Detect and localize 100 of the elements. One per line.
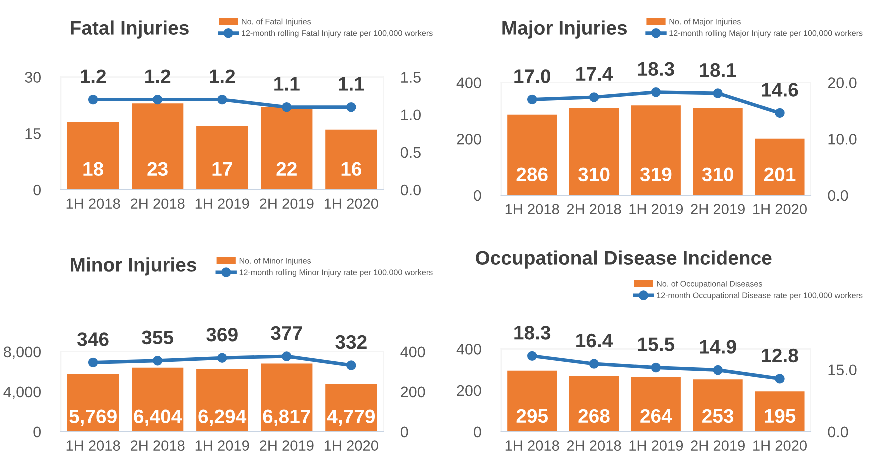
- y2-tick-label: 0.0: [400, 184, 421, 196]
- legend-label: No. of Major Injuries: [670, 18, 741, 26]
- data-label: 6,404: [134, 410, 182, 426]
- data-label: 1.1: [339, 77, 364, 91]
- legend-label: 12-month rolling Minor Injury rate per 100,000 workers: [240, 269, 433, 277]
- bar: [631, 106, 681, 196]
- x-tick-label: 2H 2019: [691, 440, 745, 451]
- y-tick-label: 0: [34, 184, 41, 196]
- bar: [67, 122, 120, 190]
- y2-tick-label: 1.0: [402, 110, 421, 121]
- y2-tick-label: 1.5: [402, 72, 421, 83]
- x-tick-label: 1H 2020: [324, 198, 378, 210]
- data-label: 1.2: [81, 70, 106, 84]
- y2-tick-label: 0.5: [400, 147, 421, 158]
- chart-title: Fatal Injuries: [71, 20, 189, 39]
- data-label: 319: [640, 168, 672, 182]
- y2-tick-label: 400: [400, 346, 426, 358]
- data-label: 18: [84, 162, 104, 176]
- data-label: 1.2: [146, 70, 171, 84]
- bar: [693, 380, 743, 432]
- x-tick-label: 2H 2019: [260, 440, 314, 451]
- legend-label: 12-month Occupational Disease rate per 100,000 workers: [657, 292, 863, 300]
- y-tick-label: 30: [25, 72, 41, 83]
- bar: [196, 126, 248, 190]
- data-label: 6,817: [263, 410, 310, 426]
- x-tick-label: 1H 2018: [66, 198, 120, 210]
- point: [589, 359, 600, 369]
- y2-tick-label: 10.0: [828, 134, 857, 145]
- bar: [132, 104, 184, 190]
- x-tick-label: 1H 2018: [506, 204, 560, 215]
- x-tick-label: 2H 2018: [131, 440, 185, 451]
- data-label: 295: [516, 409, 548, 424]
- data-label: 17.4: [576, 68, 614, 81]
- data-label: 23: [148, 162, 168, 176]
- bar: [693, 108, 743, 196]
- point: [346, 360, 356, 370]
- bar: [196, 368, 248, 432]
- data-label: 310: [578, 168, 610, 182]
- chart-title: Occupational Disease Incidence: [476, 250, 772, 269]
- y2-tick-label: 20.0: [828, 78, 857, 88]
- point: [527, 94, 538, 105]
- y-tick-label: 0: [34, 426, 41, 438]
- data-label: 5,769: [70, 410, 117, 426]
- data-label: 286: [516, 168, 548, 182]
- point: [651, 88, 662, 98]
- y-tick-label: 8,000: [4, 346, 41, 360]
- bar: [570, 108, 620, 196]
- point: [589, 92, 600, 102]
- y2-tick-label: 0.0: [828, 426, 848, 438]
- data-label: 268: [578, 409, 610, 424]
- bar: [261, 107, 313, 190]
- legend-label: No. of Occupational Diseases: [657, 280, 762, 288]
- data-label: 6,294: [198, 410, 247, 426]
- data-label: 4,779: [327, 410, 376, 426]
- x-tick-label: 2H 2019: [260, 198, 314, 210]
- point: [88, 358, 98, 368]
- point: [527, 351, 538, 362]
- data-label: 17.0: [514, 70, 550, 84]
- data-label: 16: [342, 162, 362, 176]
- x-tick-label: 1H 2019: [630, 440, 684, 451]
- x-tick-label: 1H 2020: [754, 204, 808, 215]
- bar: [508, 370, 558, 432]
- y-tick-label: 0: [474, 426, 482, 438]
- point: [775, 108, 785, 118]
- legend-label: 12-month rolling Major Injury rate per 100,000 workers: [670, 30, 863, 38]
- data-label: 15.5: [638, 338, 675, 352]
- bar: [261, 364, 313, 432]
- y-tick-label: 0: [474, 190, 482, 202]
- data-label: 16.4: [576, 334, 614, 348]
- bar: [755, 138, 805, 196]
- data-label: 332: [336, 335, 367, 350]
- x-tick-label: 1H 2019: [196, 198, 250, 210]
- point: [713, 365, 723, 376]
- point: [152, 356, 163, 366]
- legend-label: No. of Fatal Injuries: [242, 18, 312, 26]
- bar: [67, 374, 120, 432]
- x-tick-label: 1H 2019: [630, 204, 684, 215]
- point: [775, 374, 785, 384]
- bar: [570, 376, 620, 432]
- data-label: 253: [702, 409, 734, 424]
- data-label: 355: [142, 330, 174, 345]
- x-tick-label: 1H 2020: [754, 440, 808, 451]
- chart-title: Minor Injuries: [71, 258, 196, 276]
- data-label: 195: [765, 409, 796, 424]
- data-label: 369: [206, 328, 238, 342]
- x-tick-label: 2H 2018: [131, 198, 185, 210]
- y-tick-label: 15: [26, 128, 41, 140]
- x-tick-label: 2H 2018: [567, 204, 622, 215]
- bar: [755, 392, 805, 432]
- x-tick-label: 1H 2018: [66, 440, 120, 451]
- data-label: 201: [764, 168, 796, 182]
- bar: [631, 377, 681, 432]
- bar: [132, 368, 184, 432]
- y-tick-label: 400: [456, 344, 482, 355]
- y-tick-label: 4,000: [4, 386, 41, 400]
- data-label: 14.9: [700, 340, 736, 354]
- bar: [508, 114, 558, 196]
- x-tick-label: 2H 2018: [567, 440, 622, 451]
- chart-title: Major Injuries: [502, 20, 628, 39]
- y-tick-label: 200: [457, 134, 482, 145]
